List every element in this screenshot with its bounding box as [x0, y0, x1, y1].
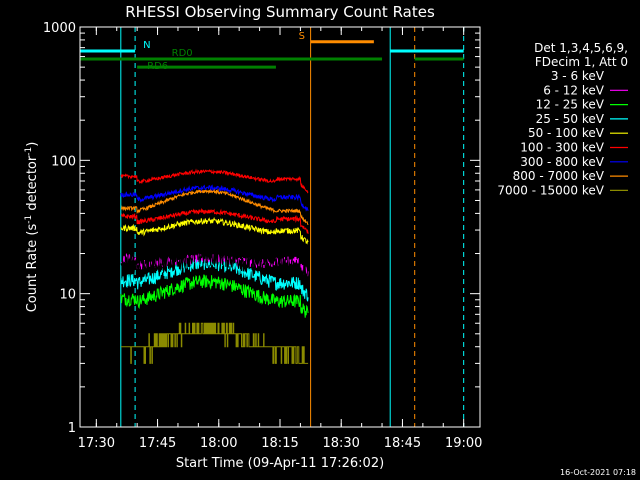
axes: 17:30 17:45 18:00 18:15 18:30 18:45 19:00 1 10 10… — [43, 21, 483, 451]
y-axis-label-sup2: -1 — [24, 147, 34, 156]
y-tick-label-0: 1 — [68, 421, 76, 436]
legend-label-1: 6 - 12 keV — [543, 83, 605, 97]
series-line-100-300-kev — [120, 207, 309, 234]
series-line-12-25-kev — [120, 274, 309, 318]
x-axis-label: Start Time (09-Apr-11 17:26:02) — [176, 456, 384, 471]
legend-label-7: 800 - 7000 keV — [513, 169, 605, 183]
legend-label-0: 3 - 6 keV — [551, 69, 605, 83]
series-line-50-100-kev — [120, 216, 309, 245]
y-axis-label: Count Rate (s-1 detector-1) — [24, 142, 40, 313]
legend-header-line-1: Det 1,3,4,5,6,9, — [534, 41, 628, 55]
legend-label-8: 7000 - 15000 keV — [497, 183, 604, 197]
legend-label-5: 100 - 300 keV — [520, 141, 604, 155]
x-tick-label-5: 18:45 — [384, 436, 421, 451]
legend-label-3: 25 - 50 keV — [536, 112, 605, 126]
plot-area: N S RD0 RD6 — [79, 27, 465, 427]
y-axis-label-sup1: -1 — [24, 215, 34, 224]
flag-label-rd0: RD0 — [172, 48, 193, 59]
series-line-7000-15000-kev — [121, 322, 309, 364]
x-tick-label-4: 18:30 — [322, 436, 359, 451]
flag-label-n: N — [143, 40, 150, 51]
x-tick-label-2: 18:00 — [200, 436, 237, 451]
series-line-300-800-kev — [120, 184, 309, 212]
x-tick-label-3: 18:15 — [261, 436, 298, 451]
legend: Det 1,3,4,5,6,9, FDecim 1, Att 0 3 - 6 k… — [497, 41, 628, 197]
flag-label-s: S — [299, 31, 305, 42]
y-tick-label-2: 100 — [51, 154, 76, 169]
y-axis-label-main: Count Rate (s — [25, 224, 40, 313]
legend-label-6: 300 - 800 keV — [520, 155, 604, 169]
series-line-800-7000-kev — [120, 188, 309, 226]
legend-label-4: 50 - 100 keV — [528, 126, 605, 140]
y-tick-label-1: 10 — [59, 288, 76, 303]
x-tick-label-6: 19:00 — [445, 436, 482, 451]
y-axis-label-mid: detector — [25, 155, 40, 215]
x-tick-label-1: 17:45 — [139, 436, 176, 451]
y-axis-label-end: ) — [25, 142, 40, 147]
series-line-100-300-kev-upper — [120, 168, 309, 194]
legend-label-2: 12 - 25 keV — [536, 98, 605, 112]
y-tick-label-3: 1000 — [43, 21, 76, 36]
legend-header-line-2: FDecim 1, Att 0 — [535, 55, 628, 69]
flag-label-rd6: RD6 — [147, 61, 168, 72]
chart-title: RHESSI Observing Summary Count Rates — [125, 3, 435, 21]
series-line-3-6-kev — [120, 245, 309, 284]
footer-timestamp: 16-Oct-2021 07:18 — [560, 468, 636, 477]
x-tick-label-0: 17:30 — [78, 436, 115, 451]
